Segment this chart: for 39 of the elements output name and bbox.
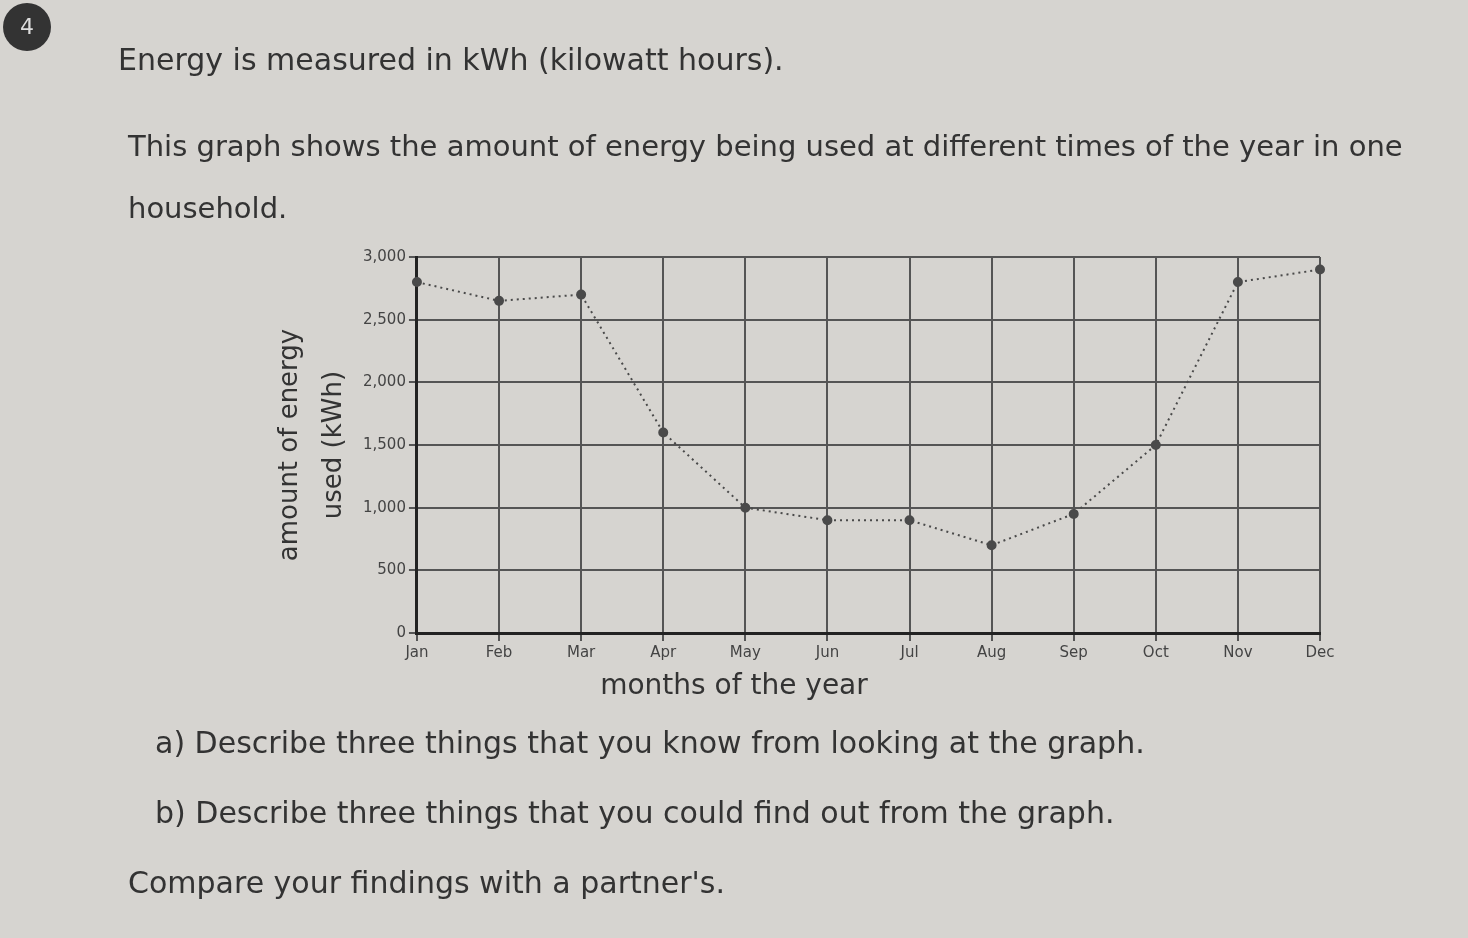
point	[411, 277, 422, 288]
x-tick-label: Jun	[814, 642, 840, 661]
point	[576, 289, 587, 300]
text: b) Describe three things that you could find out from the graph.	[155, 795, 1115, 830]
x-tick-label: May	[729, 642, 761, 661]
y-tick-label: 1,000	[362, 497, 406, 516]
y-tick-label: 0	[396, 622, 406, 641]
point	[494, 295, 505, 306]
x-tick-label: Sep	[1059, 642, 1088, 661]
y-tick-label: 2,000	[362, 372, 406, 391]
chart-title: Energy is measured in kWh (kilowatt hours).	[118, 42, 784, 77]
text: a) Describe three things that you know from looking at the graph.	[155, 725, 1145, 760]
x-tick-label: Dec	[1305, 642, 1335, 661]
x-tick-label: Jan	[404, 642, 429, 661]
point	[1232, 277, 1243, 288]
point	[822, 515, 833, 526]
x-tick-label: Apr	[650, 642, 678, 661]
y-tick-label: 500	[377, 560, 406, 579]
text: Compare your findings with a partner's.	[128, 865, 725, 900]
y-tick-label: 1,500	[362, 434, 406, 453]
x-tick-label: Jul	[899, 642, 919, 661]
x-tick-label: Feb	[485, 642, 513, 661]
x-tick-label: Aug	[976, 642, 1007, 661]
chart-subtitle: This graph shows the amount of energy being used at different times of the year in one household.	[128, 128, 1404, 227]
text: 4	[3, 3, 51, 51]
y-tick-label: 2,500	[362, 309, 406, 328]
point	[658, 427, 669, 438]
point	[1068, 508, 1079, 519]
x-axis-title: months of the year	[599, 668, 869, 701]
y-axis-title: amount of energy used (kWh)	[272, 327, 348, 564]
x-tick-label: Mar	[566, 642, 597, 661]
point	[986, 540, 997, 551]
y-tick-label: 3,000	[362, 246, 406, 265]
x-tick-label: Nov	[1223, 642, 1253, 661]
point	[1150, 440, 1161, 450]
x-tick-label: Oct	[1142, 642, 1169, 661]
point	[740, 502, 751, 513]
point	[904, 515, 915, 526]
point	[1315, 264, 1325, 275]
